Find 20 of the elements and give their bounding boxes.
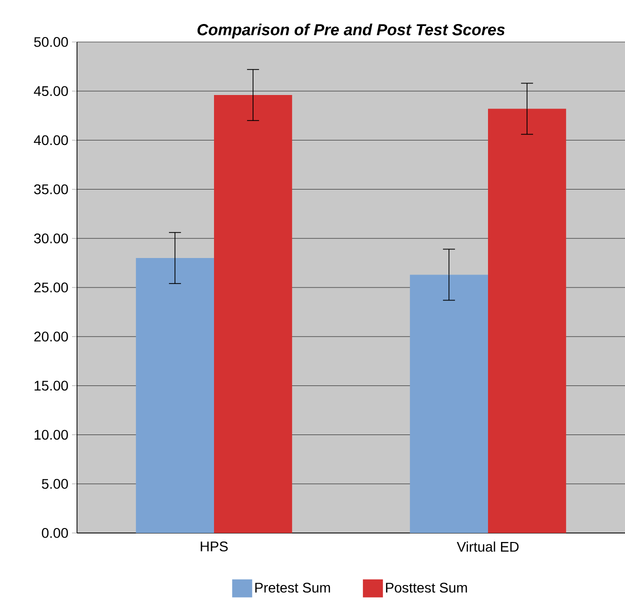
bar	[214, 95, 292, 533]
y-tick-label: 0.00	[42, 528, 68, 538]
bar	[410, 274, 488, 533]
y-tick-label: 30.00	[34, 233, 68, 244]
legend-label: Posttest Sum	[386, 582, 467, 593]
y-tick-label: 50.00	[34, 37, 68, 47]
y-tick-label: 20.00	[34, 332, 68, 342]
y-tick-label: 15.00	[34, 380, 68, 391]
legend-label: Pretest Sum	[255, 582, 330, 593]
bar	[488, 108, 566, 533]
bar	[136, 258, 214, 533]
x-tick-label: HPS	[200, 541, 228, 552]
chart-title: Comparison of Pre and Post Test Scores	[198, 24, 505, 38]
y-tick-label: 5.00	[42, 478, 68, 489]
x-tick-label: Virtual ED	[456, 542, 519, 552]
y-tick-label: 25.00	[34, 282, 68, 292]
y-tick-label: 35.00	[34, 184, 68, 194]
y-tick-label: 10.00	[34, 430, 68, 440]
y-tick-label: 45.00	[34, 86, 68, 96]
y-tick-label: 40.00	[34, 135, 68, 146]
